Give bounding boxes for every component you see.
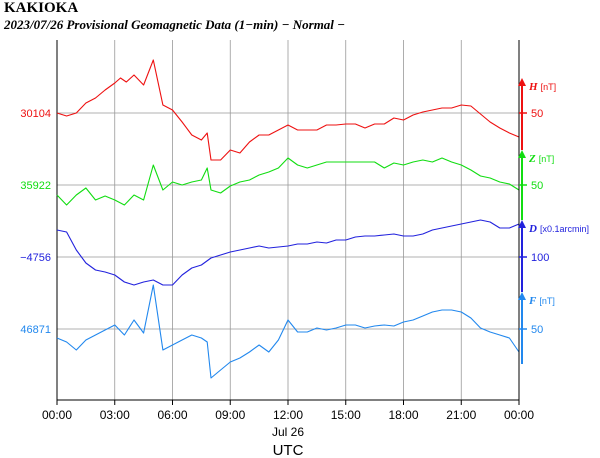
scale-value-z: 50 <box>531 180 543 192</box>
date-label: Jul 26 <box>272 425 304 439</box>
series-layer <box>56 59 520 379</box>
x-axis-label: UTC <box>273 442 304 458</box>
scale-value-d: 100 <box>531 252 549 264</box>
series-line-d <box>56 219 520 286</box>
scale-arrow-h <box>518 78 526 86</box>
x-tick-label: 03:00 <box>100 408 130 422</box>
series-line-z <box>56 157 520 206</box>
x-tick-label: 00:00 <box>504 408 534 422</box>
component-label-h: H [nT] <box>528 81 556 93</box>
x-tick-label: 12:00 <box>273 408 303 422</box>
x-tick-label: 21:00 <box>446 408 476 422</box>
x-tick-label: 18:00 <box>388 408 418 422</box>
baseline-label-d: −4756 <box>20 252 51 264</box>
component-label-d: D [x0.1arcmin] <box>528 223 589 235</box>
baseline-labels: 30104 35922 −4756 46871 <box>20 108 51 336</box>
scale-arrow-f <box>518 292 526 300</box>
x-tick-label: 00:00 <box>42 408 72 422</box>
series-line-h <box>56 59 520 161</box>
scale-arrow-z <box>518 150 526 158</box>
component-label-z: Z [nT] <box>528 153 554 165</box>
baseline-label-h: 30104 <box>20 108 51 120</box>
x-tick-label: 09:00 <box>215 408 245 422</box>
x-tick-label: 06:00 <box>157 408 187 422</box>
scale-value-h: 50 <box>531 108 543 120</box>
scale-arrow-d <box>518 220 526 228</box>
component-label-f: F [nT] <box>528 295 555 307</box>
series-line-f <box>56 284 520 379</box>
scale-value-f: 50 <box>531 324 543 336</box>
baseline-label-z: 35922 <box>20 180 51 192</box>
x-tick-label: 15:00 <box>331 408 361 422</box>
time-axis: 00:00 03:00 06:00 09:00 12:00 15:00 18:00 21:00… <box>42 400 534 458</box>
baseline-label-f: 46871 <box>20 324 51 336</box>
chart-subtitle: 2023/07/26 Provisional Geomagnetic Data … <box>4 17 346 32</box>
station-title: KAKIOKA <box>4 0 79 16</box>
scale-axis: H [nT] 50 Z [nT] 50 D [x0.1arcmin] 100 F [nT] 50 <box>518 40 589 400</box>
grid-lines <box>57 40 519 400</box>
